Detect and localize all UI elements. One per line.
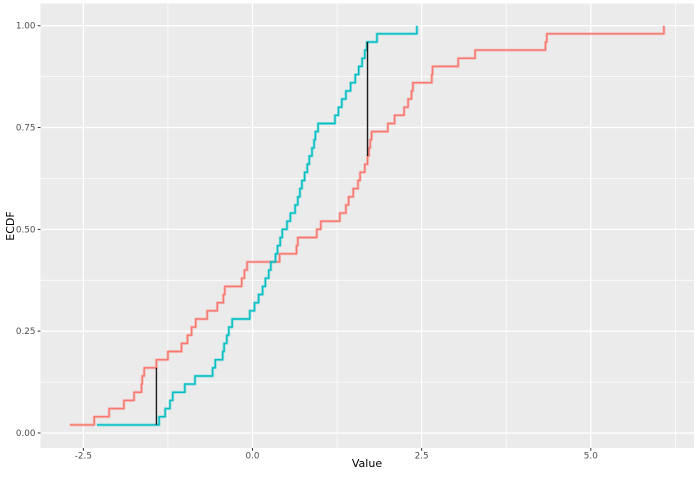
- x-tick-label: -2.5: [75, 452, 92, 462]
- y-tick-label: 0.75: [16, 124, 36, 134]
- x-tick-label: 5.0: [584, 452, 598, 462]
- y-tick-label: 0.50: [16, 225, 36, 235]
- axis-tick-labels: -2.5 0.0 2.5 5.0 0.00 0.25 0.50 0.75 1.00: [16, 22, 598, 462]
- x-tick-label: 2.5: [415, 452, 429, 462]
- y-tick-label: 0.25: [16, 327, 36, 337]
- x-tick-label: 0.0: [246, 452, 260, 462]
- grid-minor: [40, 3, 694, 448]
- ks-distance-segments: [155, 41, 369, 425]
- axis-ticks: [37, 25, 592, 451]
- ecdf-line-red: [69, 25, 665, 426]
- x-axis-title: Value: [352, 457, 382, 470]
- y-tick-label: 1.00: [16, 22, 36, 32]
- y-tick-label: 0.00: [16, 429, 36, 439]
- y-axis-title: ECDF: [4, 211, 17, 240]
- grid-major: [40, 3, 694, 448]
- ecdf-line-cyan: [96, 25, 418, 426]
- ecdf-series: [69, 25, 666, 427]
